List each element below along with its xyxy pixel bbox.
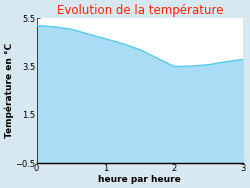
- Title: Evolution de la température: Evolution de la température: [56, 4, 223, 17]
- Y-axis label: Température en °C: Température en °C: [4, 43, 14, 138]
- X-axis label: heure par heure: heure par heure: [98, 175, 181, 184]
